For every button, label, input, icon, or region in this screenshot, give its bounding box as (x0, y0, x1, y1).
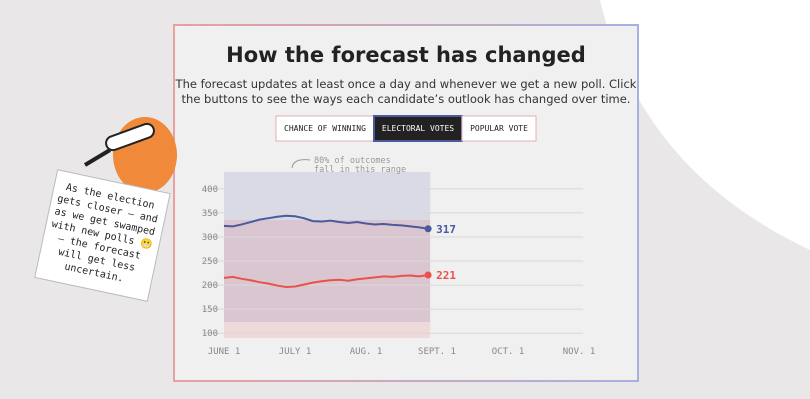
annotation: fall in this range (314, 165, 406, 175)
card (173, 24, 639, 382)
uncertainty-band (224, 220, 431, 338)
y-tick-label: 300 (202, 233, 218, 243)
tab-label[interactable]: CHANCE OF WINNING (284, 124, 366, 133)
value-label: 221 (436, 269, 456, 282)
x-tick-label: NOV. 1 (563, 347, 596, 357)
x-tick-label: JULY 1 (279, 347, 312, 357)
value-label: 317 (436, 223, 456, 236)
x-tick-label: AUG. 1 (350, 347, 383, 357)
tab-label[interactable]: POPULAR VOTE (470, 124, 528, 133)
y-tick-label: 100 (202, 329, 218, 339)
annotation: 80% of outcomes (314, 156, 391, 166)
x-tick-label: SEPT. 1 (418, 347, 456, 357)
subtitle: The forecast updates at least once a day… (175, 77, 637, 91)
bg-shape (600, 0, 810, 250)
tab-button[interactable] (461, 115, 537, 142)
title: How the forecast has changed (226, 43, 586, 67)
y-tick-label: 350 (202, 209, 218, 219)
y-tick-label: 150 (202, 305, 218, 315)
y-tick-label: 250 (202, 257, 218, 267)
y-tick-label: 200 (202, 281, 218, 291)
end-dot (424, 225, 432, 233)
subtitle: the buttons to see the ways each candida… (182, 92, 631, 106)
annotation-arrow (291, 159, 311, 169)
x-tick-label: JUNE 1 (208, 347, 241, 357)
series-line (223, 273, 429, 289)
end-dot (424, 271, 432, 279)
uncertainty-band (224, 172, 431, 322)
x-tick-label: OCT. 1 (492, 347, 525, 357)
tab-button[interactable] (275, 115, 375, 142)
series-line (223, 214, 429, 230)
mascot (83, 117, 177, 193)
y-tick-label: 400 (202, 185, 218, 195)
tab-label[interactable]: ELECTORAL VOTES (382, 124, 454, 133)
